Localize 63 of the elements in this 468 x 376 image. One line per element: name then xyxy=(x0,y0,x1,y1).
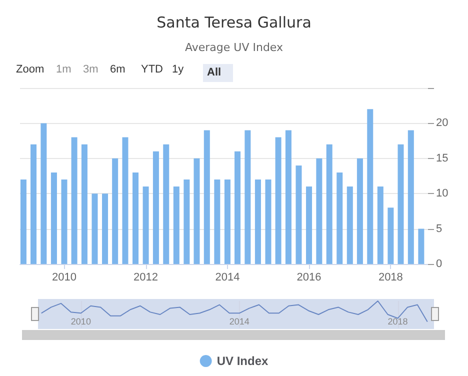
text: Zoom xyxy=(16,64,44,76)
bar xyxy=(408,130,414,264)
text: 6m xyxy=(110,64,126,76)
bar xyxy=(92,194,98,264)
text: 3m xyxy=(83,64,98,76)
x-tick-label: 2010 xyxy=(52,272,76,284)
bar xyxy=(418,228,424,264)
x-tick-label: 2012 xyxy=(134,272,158,284)
text: 1y xyxy=(172,64,184,76)
bar xyxy=(71,137,78,264)
bar xyxy=(163,144,170,264)
bar xyxy=(40,123,47,264)
x-tick-label: 2014 xyxy=(215,272,240,284)
bar xyxy=(377,186,384,264)
bar xyxy=(296,165,302,264)
bar xyxy=(61,180,68,264)
text: All xyxy=(207,66,222,78)
bar xyxy=(244,130,251,264)
text: 1m xyxy=(56,64,72,76)
bar xyxy=(367,109,374,264)
bar xyxy=(132,172,139,264)
bar xyxy=(346,186,353,264)
bar xyxy=(306,186,312,264)
bar xyxy=(30,144,37,264)
bar xyxy=(234,151,241,264)
y-tick-label: 20 xyxy=(436,117,448,130)
bar xyxy=(275,137,282,264)
chart-title: Santa Teresa Gallura xyxy=(156,14,312,32)
y-tick-label: 15 xyxy=(436,152,448,164)
bar xyxy=(204,130,210,264)
bar xyxy=(152,151,159,264)
bar xyxy=(356,158,363,264)
x-tick-label: 2018 xyxy=(388,316,408,326)
bar xyxy=(254,180,261,264)
bar xyxy=(336,172,343,264)
legend-label: UV Index xyxy=(216,354,268,368)
x-tick-label: 2018 xyxy=(378,272,403,284)
bar xyxy=(142,186,149,264)
x-tick-label: 2014 xyxy=(229,316,250,326)
bar xyxy=(112,158,118,264)
x-tick-label: 2010 xyxy=(70,316,91,326)
text: YTD xyxy=(141,64,164,76)
bar xyxy=(81,144,88,264)
chart-subtitle: Average UV Index xyxy=(184,41,284,54)
bar xyxy=(214,180,220,264)
bar xyxy=(20,180,26,264)
y-tick-label: 10 xyxy=(436,188,448,200)
x-tick-label: 2016 xyxy=(296,272,322,284)
bar xyxy=(173,186,180,264)
bar xyxy=(194,158,200,264)
bar xyxy=(398,144,404,264)
bar xyxy=(326,144,332,264)
bar xyxy=(50,172,57,264)
bar xyxy=(184,180,190,264)
bar xyxy=(316,158,322,264)
bar xyxy=(285,130,292,264)
bar xyxy=(122,137,128,264)
bar xyxy=(265,180,272,264)
bar xyxy=(388,208,394,264)
bar xyxy=(102,194,108,264)
y-tick-label: 0 xyxy=(436,258,442,270)
bar xyxy=(224,180,230,264)
y-tick-label: 5 xyxy=(436,222,442,235)
